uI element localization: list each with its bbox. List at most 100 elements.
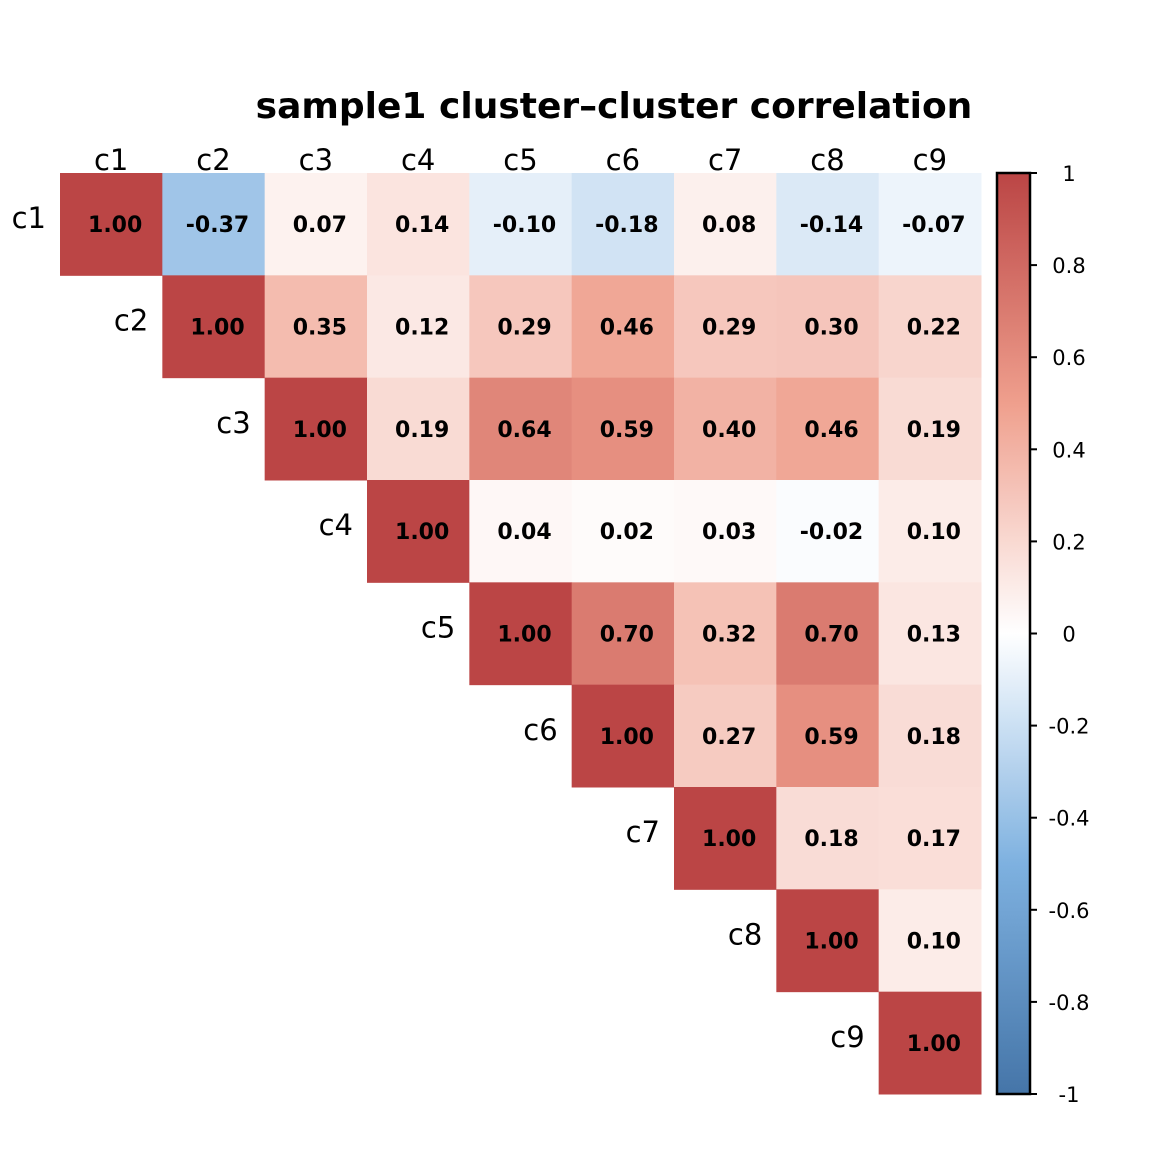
cell-value-label: -0.07 (902, 213, 965, 238)
cell-value-label: 0.18 (907, 725, 961, 750)
row-label: c8 (728, 918, 762, 952)
cell-value-label: 0.07 (293, 213, 347, 238)
heatmap-cell (60, 173, 163, 276)
heatmap-cell (469, 582, 573, 686)
chart-title: sample1 cluster–cluster correlation (256, 86, 973, 127)
column-label: c8 (810, 143, 844, 177)
heatmap-cell (571, 480, 675, 583)
column-label: c5 (503, 143, 537, 177)
cell-value-label: -0.18 (595, 213, 658, 238)
colorbar-tick-label: 1 (1062, 162, 1075, 186)
heatmap-cell (674, 377, 777, 481)
column-label: c1 (94, 143, 128, 177)
cell-value-label: 0.10 (907, 930, 961, 955)
cell-value-label: 0.04 (497, 520, 551, 545)
cell-value-label: 0.27 (702, 725, 756, 750)
cell-value-label: 0.14 (395, 213, 449, 238)
cell-value-label: 0.40 (702, 418, 756, 443)
heatmap-cell (776, 480, 880, 583)
cell-value-label: 0.70 (804, 623, 858, 648)
row-label: c3 (216, 406, 250, 440)
heatmap-cell (776, 173, 880, 276)
cell-value-label: -0.10 (493, 213, 556, 238)
colorbar-tick-label: -0.2 (1049, 715, 1090, 739)
column-label: c6 (606, 143, 640, 177)
cell-value-label: 1.00 (907, 1032, 961, 1057)
colorbar-tick-label: -1 (1059, 1083, 1080, 1107)
cell-value-label: 1.00 (293, 418, 347, 443)
heatmap-cell (878, 377, 982, 481)
cell-value-label: 0.10 (907, 520, 961, 545)
heatmap-cells: 1.00 -0.37 0.07 0.14 -0.10 -0.18 0.08 -0.14 -0.0… (60, 173, 982, 1095)
cell-value-label: 0.17 (907, 827, 961, 852)
row-label: c7 (626, 815, 660, 849)
colorbar-tick-label: -0.8 (1049, 991, 1090, 1015)
cell-value-label: 1.00 (804, 930, 858, 955)
row-labels: c1 c2 c3 c4 c5 c6 c7 c8 c9 (12, 201, 865, 1054)
heatmap-cell (469, 480, 573, 583)
heatmap-cell (674, 787, 777, 890)
heatmap-cell (776, 889, 880, 993)
heatmap-cell (367, 173, 470, 276)
cell-value-label: 0.18 (804, 827, 858, 852)
row-label: c1 (12, 201, 46, 235)
colorbar-tick-label: 0.8 (1052, 254, 1085, 278)
heatmap-cell (878, 684, 982, 788)
heatmap-cell (776, 582, 880, 686)
cell-value-label: 0.30 (804, 316, 858, 341)
cell-value-label: 0.22 (907, 316, 961, 341)
column-label: c4 (401, 143, 435, 177)
heatmap-cell (674, 684, 777, 788)
cell-value-label: 0.46 (600, 316, 654, 341)
cell-value-label: 0.19 (395, 418, 449, 443)
cell-value-label: 0.29 (497, 316, 551, 341)
colorbar-tick-label: -0.6 (1049, 899, 1090, 923)
column-label: c3 (299, 143, 333, 177)
column-label: c2 (196, 143, 230, 177)
heatmap-cell (571, 582, 675, 686)
cell-value-label: 0.35 (293, 316, 347, 341)
heatmap-cell (469, 275, 573, 379)
cell-value-label: 1.00 (702, 827, 756, 852)
cell-value-label: 0.29 (702, 316, 756, 341)
heatmap-cell (264, 173, 368, 276)
column-labels: c1 c2 c3 c4 c5 c6 c7 c8 c9 (94, 143, 947, 177)
column-label: c9 (913, 143, 947, 177)
cell-value-label: 0.02 (600, 520, 654, 545)
cell-value-label: 1.00 (395, 520, 449, 545)
heatmap-cell (776, 684, 880, 788)
cell-value-label: 0.59 (600, 418, 654, 443)
colorbar-tick-label: 0.2 (1052, 530, 1085, 554)
heatmap-cell (674, 582, 777, 686)
cell-value-label: 0.08 (702, 213, 756, 238)
cell-value-label: 1.00 (497, 623, 551, 648)
heatmap-cell (469, 173, 573, 276)
cell-value-label: 0.12 (395, 316, 449, 341)
heatmap-cell (367, 480, 470, 583)
heatmap-cell (367, 377, 470, 481)
heatmap-cell (571, 275, 675, 379)
heatmap-cell (162, 275, 266, 379)
heatmap-cell (776, 275, 880, 379)
heatmap-cell (367, 275, 470, 379)
heatmap-cell (674, 480, 777, 583)
row-label: c4 (319, 508, 353, 542)
heatmap-cell (674, 275, 777, 379)
cell-value-label: 0.59 (804, 725, 858, 750)
colorbar: 1 0.8 0.6 0.4 0.2 0 -0.2 -0.4 -0.6 -0.8 -1 (995, 162, 1090, 1107)
heatmap-cell (264, 275, 368, 379)
heatmap-cell (162, 173, 266, 276)
cell-value-label: -0.14 (800, 213, 863, 238)
column-label: c7 (708, 143, 742, 177)
heatmap-cell (571, 173, 675, 276)
cell-value-label: 1.00 (190, 316, 244, 341)
colorbar-tick-label: -0.4 (1049, 807, 1090, 831)
cell-value-label: 0.46 (804, 418, 858, 443)
row-label: c9 (830, 1020, 864, 1054)
cell-value-label: -0.37 (186, 213, 249, 238)
cell-value-label: 0.03 (702, 520, 756, 545)
heatmap-cell (878, 582, 982, 686)
heatmap-cell (878, 480, 982, 583)
heatmap-cell (776, 377, 880, 481)
